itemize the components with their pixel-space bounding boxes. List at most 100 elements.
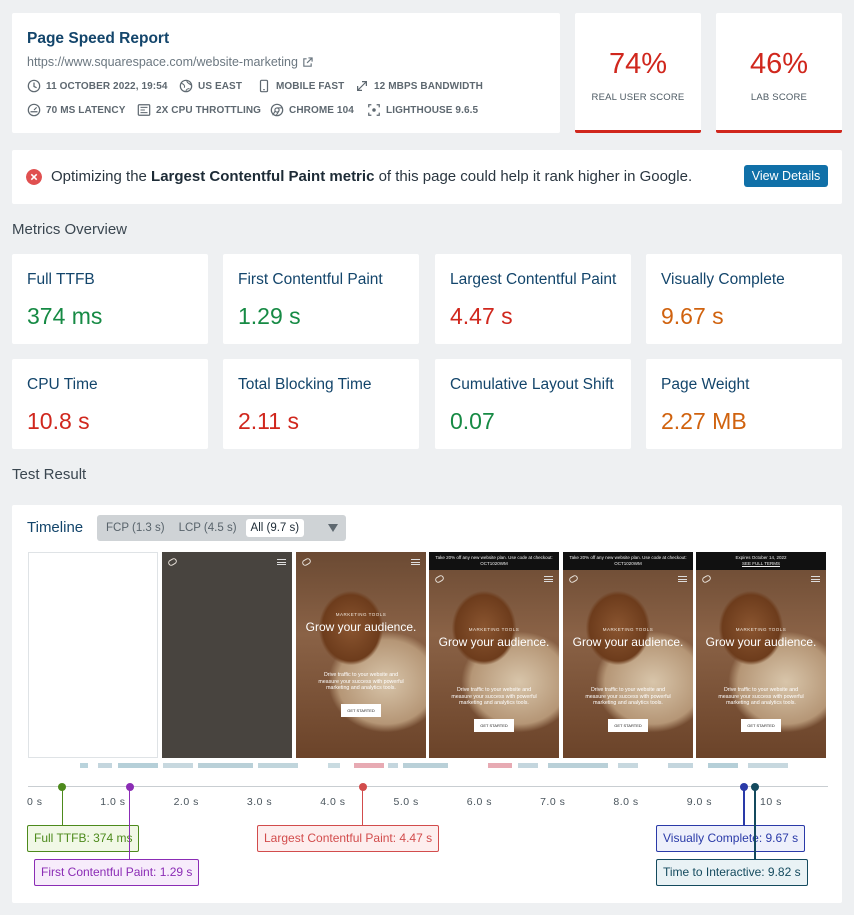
metric-label: First Contentful Paint — [238, 271, 383, 288]
squarespace-logo-icon — [167, 557, 178, 567]
frame-headline: Grow your audience. — [705, 635, 817, 649]
timeline-marker-line — [743, 787, 745, 825]
timeline-marker-label[interactable]: Full TTFB: 374 ms — [27, 825, 140, 852]
mobile-icon — [259, 79, 269, 93]
timeline-marker-dot[interactable] — [750, 783, 759, 791]
metric-card-lcp[interactable]: Largest Contentful Paint 4.47 s — [435, 254, 631, 344]
filmstrip-frame[interactable]: MARKETING TOOLS Grow your audience. Driv… — [296, 552, 426, 758]
timeline-marker-line — [361, 787, 364, 825]
metric-label: Total Blocking Time — [238, 376, 372, 393]
metric-value: 10.8 s — [27, 408, 90, 434]
hamburger-menu-icon — [544, 576, 553, 582]
timeline-range-selector[interactable]: FCP (1.3 s) LCP (4.5 s) All (9.7 s) — [97, 515, 346, 541]
metric-card-cls[interactable]: Cumulative Layout Shift 0.07 — [435, 359, 631, 449]
metrics-overview-title: Metrics Overview — [12, 221, 128, 238]
alert-highlight: Largest Contentful Paint metric — [151, 168, 375, 185]
meta-bandwidth: 12 MBPS BANDWIDTH — [355, 79, 483, 93]
real-user-score-value: 74% — [608, 48, 668, 80]
metric-label: Largest Contentful Paint — [450, 271, 617, 288]
request-segment — [708, 763, 738, 768]
error-icon — [26, 169, 42, 185]
request-segment — [388, 763, 398, 768]
meta-row-2: 70 MS LATENCY 2X CPU THROTTLING CHROME 1… — [27, 103, 478, 117]
view-details-button[interactable]: View Details — [744, 165, 828, 187]
metric-card-tbt[interactable]: Total Blocking Time 2.11 s — [223, 359, 419, 449]
timeline-option-all[interactable]: All (9.7 s) — [245, 519, 305, 537]
metric-label: Visually Complete — [661, 271, 785, 288]
timeline-marker-dot[interactable] — [739, 783, 748, 791]
caret-down-icon[interactable] — [328, 524, 338, 532]
latency-icon — [27, 103, 41, 117]
report-title: Page Speed Report — [27, 30, 170, 47]
request-segment — [548, 763, 608, 768]
cpu-icon — [137, 104, 151, 116]
report-header-card: Page Speed Report https://www.squarespac… — [12, 13, 560, 133]
metric-label: Page Weight — [661, 376, 750, 393]
frame-kicker: MARKETING TOOLS — [602, 627, 654, 632]
filmstrip-frame[interactable] — [162, 552, 292, 758]
timeline-tick-label: 5.0 s — [393, 796, 419, 808]
timeline-marker-label[interactable]: Largest Contentful Paint: 4.47 s — [257, 825, 440, 852]
filmstrip-frame[interactable]: Expires October 14, 2022 SEE FULL TERMS … — [696, 552, 826, 758]
external-link-icon[interactable] — [302, 56, 313, 68]
frame-expires-banner: Expires October 14, 2022 SEE FULL TERMS — [696, 552, 826, 570]
timeline-tick-label: 7.0 s — [540, 796, 566, 808]
meta-lighthouse: LIGHTHOUSE 9.6.5 — [367, 103, 478, 117]
metric-card-cpu-time[interactable]: CPU Time 10.8 s — [12, 359, 208, 449]
lighthouse-icon — [368, 104, 380, 116]
metric-card-page-weight[interactable]: Page Weight 2.27 MB — [646, 359, 842, 449]
filmstrip-frame[interactable] — [28, 552, 158, 758]
timeline-marker-label[interactable]: Visually Complete: 9.67 s — [656, 825, 806, 852]
hamburger-menu-icon — [678, 576, 687, 582]
frame-kicker: MARKETING TOOLS — [335, 612, 387, 617]
metric-value: 374 ms — [27, 303, 103, 329]
request-segment — [258, 763, 298, 768]
metric-label: Cumulative Layout Shift — [450, 376, 614, 393]
report-url[interactable]: https://www.squarespace.com/website-mark… — [27, 55, 313, 69]
squarespace-logo-icon — [301, 557, 312, 567]
request-segment — [118, 763, 158, 768]
request-segment — [618, 763, 638, 768]
lab-score-card[interactable]: 46% LAB SCORE — [716, 13, 842, 133]
timeline-tick-label: 3.0 s — [246, 796, 273, 808]
metric-label: CPU Time — [27, 376, 98, 393]
timeline-option-fcp[interactable]: FCP (1.3 s) — [106, 522, 165, 534]
request-segment — [98, 763, 112, 768]
frame-body: Drive traffic to your website and measur… — [451, 687, 537, 706]
timeline-tick-label: 8.0 s — [613, 796, 639, 808]
timeline-option-lcp[interactable]: LCP (4.5 s) — [178, 522, 237, 534]
filmstrip-frame[interactable]: Take 20% off any new website plan. Use c… — [563, 552, 693, 758]
request-segment — [748, 763, 788, 768]
real-user-score-card[interactable]: 74% REAL USER SCORE — [575, 13, 701, 133]
timeline-tick-label: 9.0 s — [686, 796, 712, 808]
timeline-tick-label: 6.0 s — [466, 796, 493, 808]
lab-score-label: LAB SCORE — [750, 92, 808, 103]
timeline-marker-dot[interactable] — [125, 783, 134, 791]
squarespace-logo-icon — [701, 574, 712, 584]
request-segment — [354, 763, 384, 768]
recommendation-alert: Optimizing the Largest Contentful Paint … — [12, 150, 842, 204]
report-url-text[interactable]: https://www.squarespace.com/website-mark… — [27, 55, 298, 69]
metric-card-visually-complete[interactable]: Visually Complete 9.67 s — [646, 254, 842, 344]
request-segment — [488, 763, 512, 768]
meta-location: US EAST — [179, 79, 257, 93]
metric-value: 4.47 s — [450, 303, 513, 329]
frame-cta-button: GET STARTED — [741, 719, 781, 732]
real-user-score-label: REAL USER SCORE — [591, 92, 685, 103]
timeline-marker-dot[interactable] — [58, 783, 67, 791]
timeline-axis — [28, 786, 828, 787]
request-segment — [163, 763, 193, 768]
timeline-marker-label[interactable]: First Contentful Paint: 1.29 s — [34, 859, 200, 886]
metric-card-full-ttfb[interactable]: Full TTFB 374 ms — [12, 254, 208, 344]
request-waterfall-strip — [80, 763, 788, 768]
meta-cpu: 2X CPU THROTTLING — [137, 103, 270, 117]
meta-device: MOBILE FAST — [257, 79, 355, 93]
timeline-marker-dot[interactable] — [358, 783, 367, 791]
metric-card-fcp[interactable]: First Contentful Paint 1.29 s — [223, 254, 419, 344]
meta-row-1: 11 OCTOBER 2022, 19:54 US EAST MOBILE FA… — [27, 79, 483, 93]
frame-promo-banner: Take 20% off any new website plan. Use c… — [429, 552, 559, 570]
frame-cta-button: GET STARTED — [341, 704, 381, 717]
frame-cta-button: GET STARTED — [474, 719, 514, 732]
timeline-marker-label[interactable]: Time to Interactive: 9.82 s — [656, 859, 808, 886]
filmstrip-frame[interactable]: Take 20% off any new website plan. Use c… — [429, 552, 559, 758]
